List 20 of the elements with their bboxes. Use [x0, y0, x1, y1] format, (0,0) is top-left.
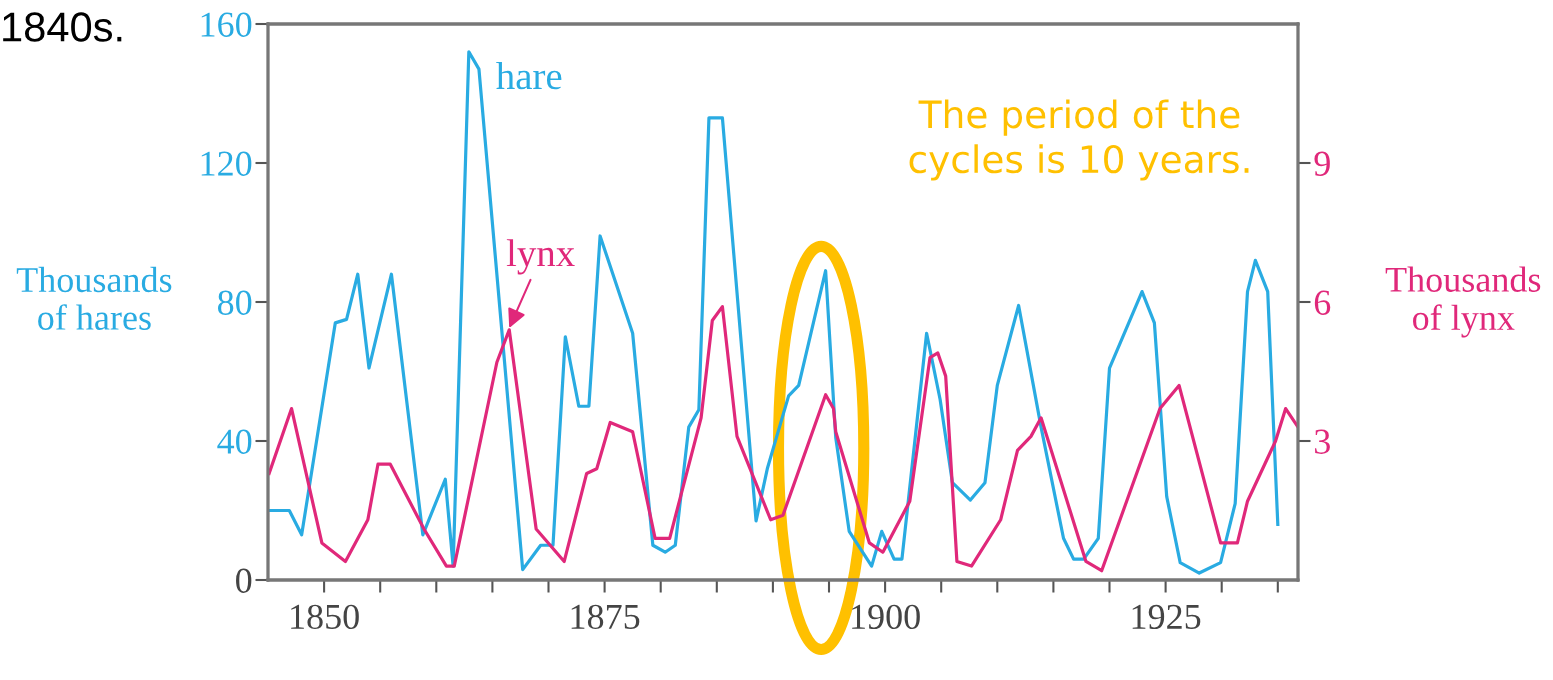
y-axis-title: Thousands of hares — [16, 266, 172, 330]
y-tick-label: 40 — [217, 429, 252, 454]
y-tick-label: 120 — [201, 151, 252, 176]
line-series — [268, 305, 1298, 573]
x-tick-label: 1850 — [291, 604, 359, 630]
x-tick-label: 1925 — [1132, 604, 1201, 630]
line-series — [268, 50, 1280, 575]
x-tick-label: 1900 — [852, 604, 920, 630]
y2-tick-label: 9 — [1314, 151, 1330, 176]
x-tick-label: 1875 — [571, 604, 640, 630]
text: 1840s. — [3, 12, 122, 42]
y2-tick-label: 3 — [1315, 429, 1330, 454]
y-tick-label: 80 — [217, 290, 252, 315]
y-tick-label: 0 — [236, 568, 252, 593]
series-label: hare — [496, 61, 562, 90]
series-label: lynx — [506, 239, 575, 275]
y2-axis-title: Thousands of lynx — [1385, 266, 1541, 338]
y2-tick-label: 6 — [1314, 290, 1331, 315]
annotation: The period of the cycles is 10 years. — [909, 99, 1249, 181]
y-tick-label: 160 — [201, 12, 252, 37]
